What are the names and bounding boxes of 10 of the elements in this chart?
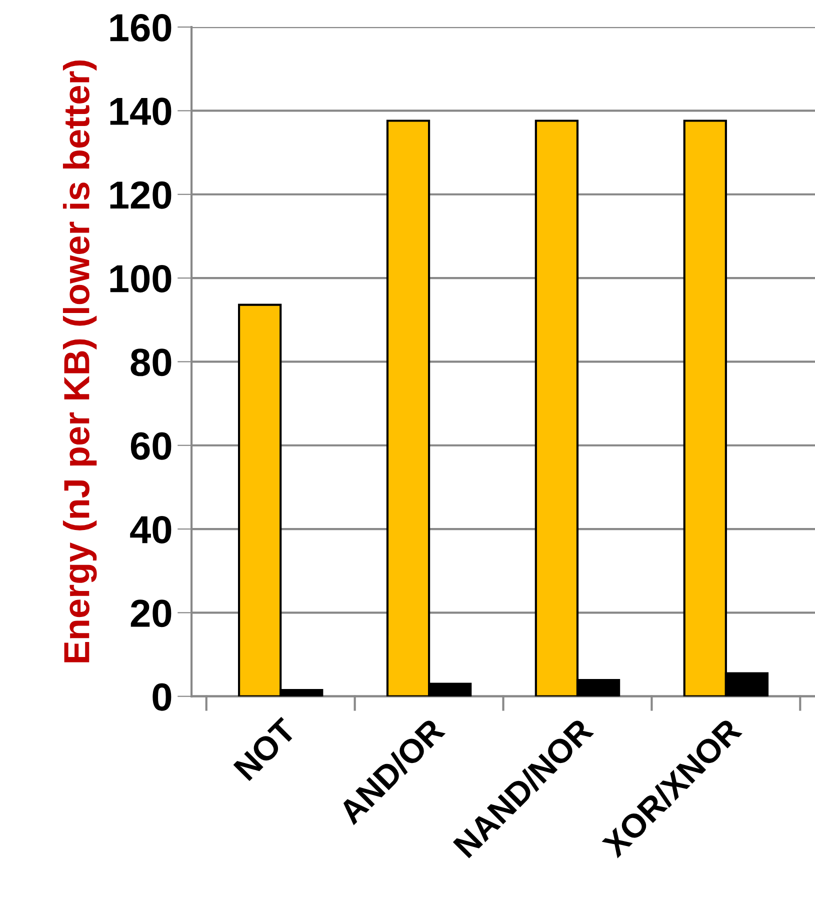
- y-tick-label: 60: [130, 432, 172, 460]
- y-tick-label: 80: [130, 348, 172, 376]
- y-tick-label: 0: [152, 683, 172, 711]
- y-axis-title: Energy (nJ per KB) (lower is better): [62, 60, 97, 662]
- y-tick-label: 140: [110, 98, 172, 126]
- y-tick-label: 100: [110, 264, 172, 293]
- y-tick-label: 40: [130, 516, 172, 544]
- y-tick-label: 120: [110, 181, 172, 209]
- y-tick-label: 20: [130, 600, 172, 628]
- y-tick-label: 160: [110, 14, 172, 42]
